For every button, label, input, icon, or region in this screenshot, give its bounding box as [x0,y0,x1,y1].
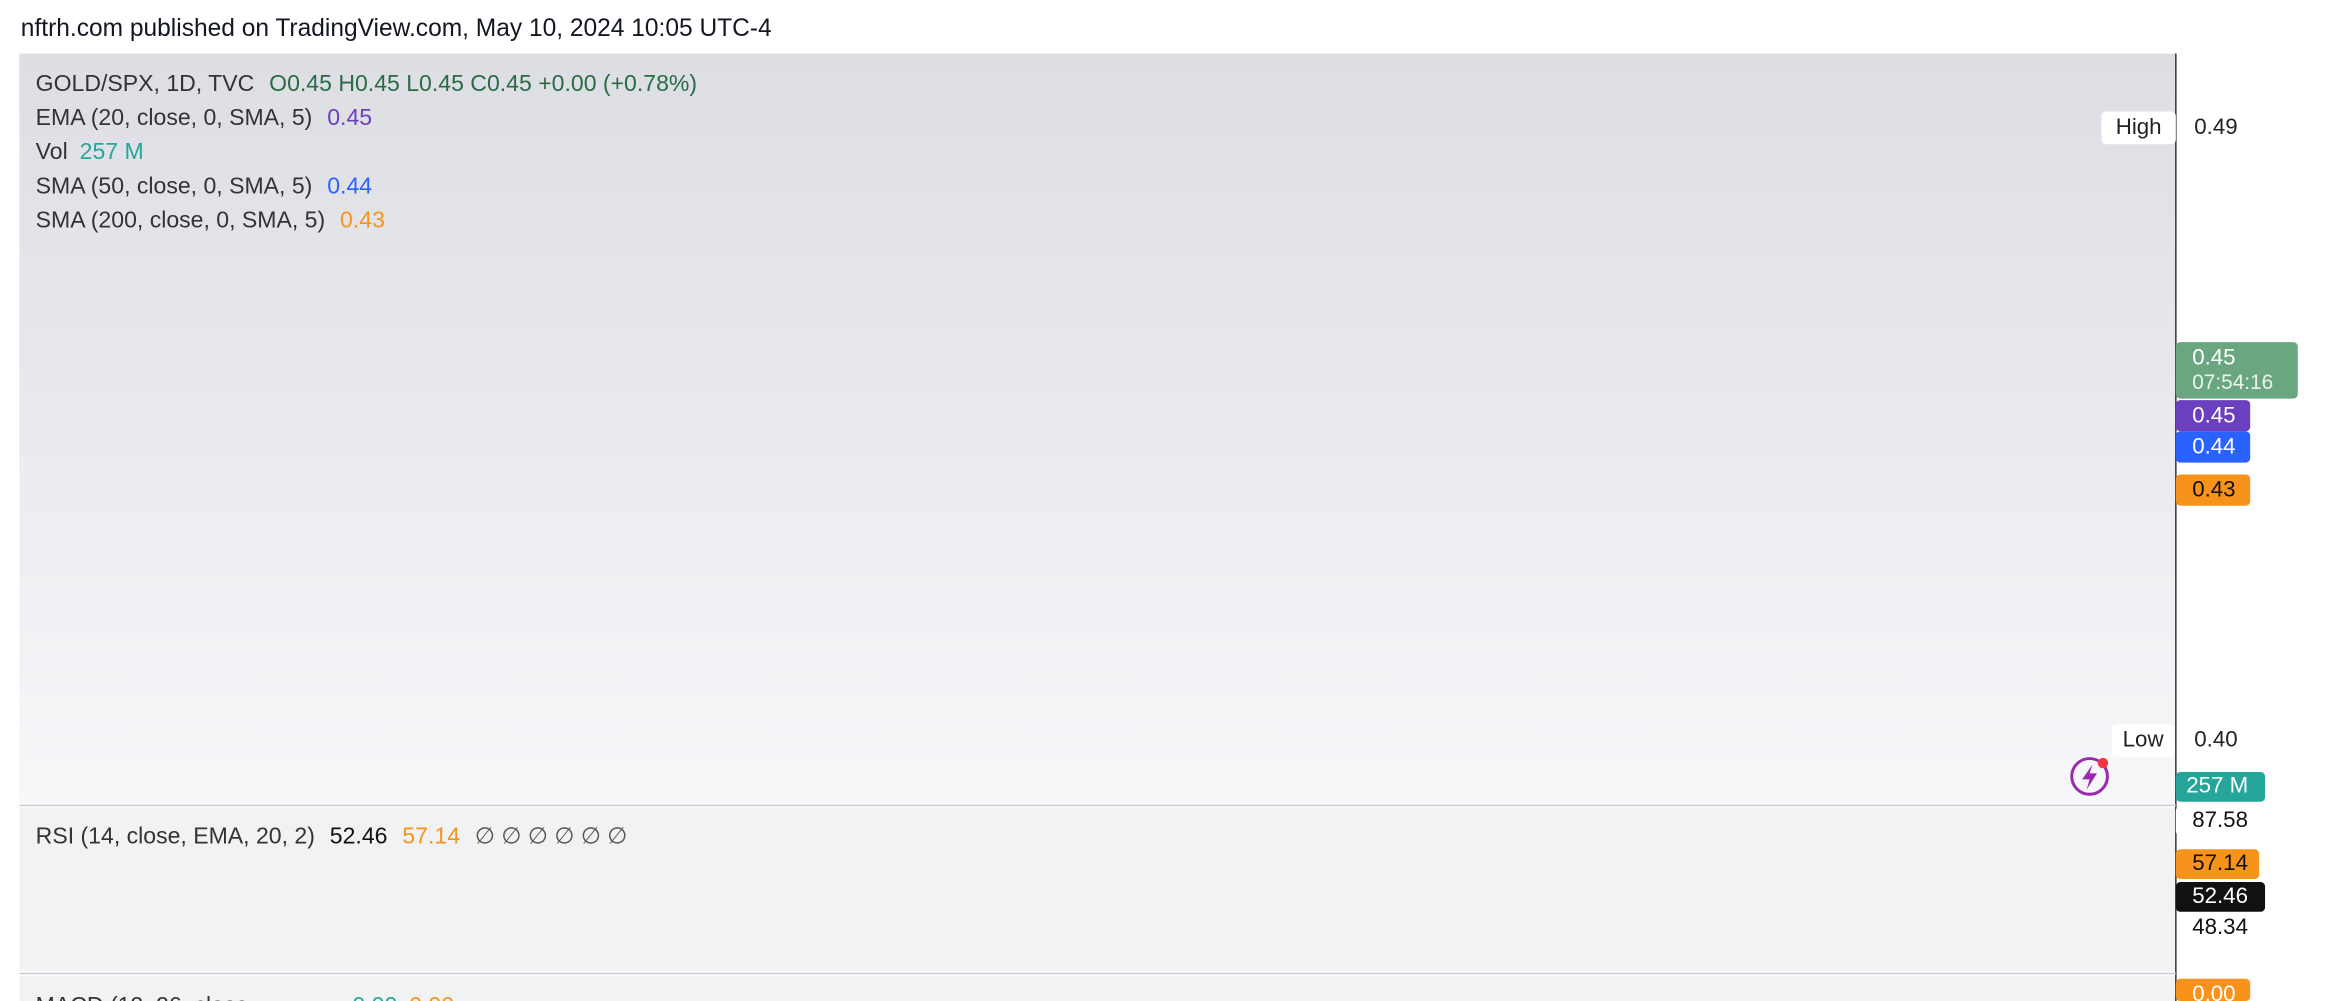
vol-box [2175,771,2266,802]
sma50-axis-label: 0.44 [2192,434,2235,459]
ema-name: EMA (20, close, 0, SMA, 5) [36,104,313,130]
legend-sma50: SMA (50, close, 0, SMA, 5) 0.44 [36,173,373,199]
high-box [2101,111,2176,145]
rsi-box [2175,882,2266,912]
legend-macd: MACD (12, 26, close 0.00 0.00 [36,992,454,1001]
ema-value: 0.45 [327,104,372,130]
rsi-symbols: ∅ ∅ ∅ ∅ ∅ ∅ [475,822,627,848]
macd-box [2175,978,2251,1001]
sma200-box [2175,474,2251,506]
vol-axis-label: 257 M [2186,773,2248,798]
macd-pane [19,975,2176,1001]
notify-dot [2097,757,2109,769]
rsi-name: RSI (14, close, EMA, 20, 2) [36,822,315,848]
low-value: 0.40 [2194,727,2237,752]
last-price-box [2175,342,2298,399]
rsi-lower-label: 48.34 [2192,914,2248,939]
macd-name: MACD (12, 26, close [36,992,249,1001]
rsi-ema-box [2175,849,2260,880]
header: nftrh.com published on TradingView.com, … [21,15,772,42]
ema-axis-label: 0.45 [2192,402,2235,427]
high-value: 0.49 [2194,114,2237,139]
high-label: High [2116,114,2162,139]
rsi-max-label: 87.58 [2192,807,2248,832]
rsi-axis-label: 52.46 [2192,883,2248,908]
macd-axis-label: 0.00 [2192,981,2235,1001]
vol-name: Vol [36,138,68,164]
legend-rsi: RSI (14, close, EMA, 20, 2) 52.46 57.14 ∅ ∅… [36,822,628,848]
last-price: 0.45 [2192,344,2235,369]
rsi-pane [19,807,2176,972]
bolt [2082,764,2098,790]
rsi-ema-value: 57.14 [402,822,460,848]
macd-v1: 0.00 [352,992,397,1001]
legend-vol: Vol 257 M [36,138,144,164]
price-pane [19,53,2176,804]
sma200-name: SMA (200, close, 0, SMA, 5) [36,207,325,233]
low-label: Low [2123,727,2165,752]
sma50-box [2175,431,2251,463]
rsi-ema-axis-label: 57.14 [2192,850,2248,875]
rsi-max-box [2175,806,2266,836]
countdown: 07:54:16 [2192,371,2273,394]
high-value-box [2181,111,2252,145]
low-box [2111,724,2175,758]
ema-box [2175,400,2251,432]
sma50-value: 0.44 [327,173,372,199]
legend-symbol: GOLD/SPX, 1D, TVC O0.45 H0.45 L0.45 C0.45… [36,70,697,96]
symbol: GOLD/SPX, 1D, TVC [36,70,255,96]
rsi-value: 52.46 [330,822,388,848]
replay-icon[interactable] [2070,757,2109,796]
macd-v2: 0.00 [409,992,454,1001]
sma50-name: SMA (50, close, 0, SMA, 5) [36,173,313,199]
sma200-axis-label: 0.43 [2192,477,2235,502]
legend-ema: EMA (20, close, 0, SMA, 5) 0.45 [36,104,372,130]
vol-value: 257 M [80,138,144,164]
legend-sma200: SMA (200, close, 0, SMA, 5) 0.43 [36,207,385,233]
ohlc: O0.45 H0.45 L0.45 C0.45 +0.00 (+0.78%) [269,70,697,96]
sma200-value: 0.43 [340,207,385,233]
low-value-box [2181,724,2252,758]
